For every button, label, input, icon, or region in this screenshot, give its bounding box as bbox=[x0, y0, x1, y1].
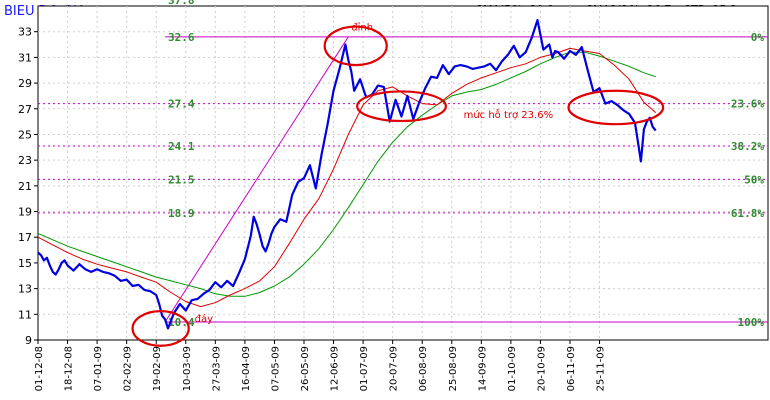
y-tick-label: 33 bbox=[18, 26, 32, 39]
fib-price-label: 24.1 bbox=[168, 140, 195, 153]
x-tick-label: 20-07-09 bbox=[389, 346, 400, 391]
x-tick-label: 25-08-09 bbox=[448, 346, 459, 391]
fib-pct-label: 50% bbox=[744, 173, 764, 186]
fib-trend-line bbox=[164, 36, 349, 323]
y-tick-label: 19 bbox=[18, 206, 32, 219]
y-tick-label: 11 bbox=[18, 308, 32, 321]
x-tick-label: 01-12-08 bbox=[34, 346, 45, 391]
fib-pct-label: 0% bbox=[751, 31, 765, 44]
series-line-stb bbox=[37, 19, 657, 330]
annotation-label: đáy bbox=[195, 313, 213, 325]
fib-pct-label: 100% bbox=[738, 316, 765, 329]
y-tick-label: 25 bbox=[18, 128, 32, 141]
series-line-sma-50- bbox=[37, 51, 656, 297]
y-tick-label: 9 bbox=[25, 334, 32, 347]
ellipse-bottom bbox=[131, 309, 190, 347]
grid bbox=[38, 6, 768, 340]
fib-pct-label: 38.2% bbox=[731, 140, 764, 153]
x-tick-label: 19-02-09 bbox=[152, 346, 163, 391]
fibonacci-levels: 32.6 0% 27.4 23.6% 24.1 38.2% 21.5 50% 18.9 61.8%… bbox=[38, 0, 768, 329]
x-tick-label: 12-06-09 bbox=[330, 346, 341, 391]
x-tick-label: 06-11-09 bbox=[566, 346, 577, 391]
fib-pct-label: 23.6% bbox=[731, 98, 764, 111]
fib-price-label: 21.5 bbox=[168, 173, 195, 186]
fib-pct-label: 61.8% bbox=[731, 207, 764, 220]
y-tick-label: 13 bbox=[18, 283, 32, 296]
x-tick-label: 18-12-08 bbox=[64, 346, 75, 391]
x-tick-label: 07-01-09 bbox=[93, 346, 104, 391]
x-tick-label: 01-07-09 bbox=[359, 346, 370, 391]
x-tick-label: 01-10-09 bbox=[507, 346, 518, 391]
ellipse-peak bbox=[323, 25, 388, 67]
x-tick-label: 16-04-09 bbox=[241, 346, 252, 391]
x-tick-label: 25-11-09 bbox=[596, 346, 607, 391]
x-tick-label: 14-09-09 bbox=[477, 346, 488, 391]
fib-price-label: 27.4 bbox=[168, 98, 195, 111]
y-tick-label: 15 bbox=[18, 257, 32, 270]
x-tick-label: 10-03-09 bbox=[182, 346, 193, 391]
fib-price-label: 32.6 bbox=[168, 31, 195, 44]
fib-price-label: 18.9 bbox=[168, 207, 195, 220]
ellipse-support-mid bbox=[356, 90, 447, 123]
fib-top-partial-label: 37.8 bbox=[168, 0, 195, 7]
y-tick-label: 27 bbox=[18, 103, 32, 116]
y-tick-label: 17 bbox=[18, 231, 32, 244]
series-group bbox=[37, 19, 657, 330]
x-tick-label: 26-05-09 bbox=[300, 346, 311, 391]
y-tick-label: 29 bbox=[18, 77, 32, 90]
y-tick-label: 31 bbox=[18, 51, 32, 64]
annotations: đỉnh đáy mức hỗ trợ 23.6% bbox=[195, 21, 553, 325]
x-tick-label: 07-05-09 bbox=[270, 346, 281, 391]
x-tick-label: 02-02-09 bbox=[123, 346, 134, 391]
axes: 9 11 13 15 17 19 21 23 25 27 29 31 33 01-12-08 18-12-0… bbox=[18, 26, 607, 392]
y-tick-label: 23 bbox=[18, 154, 32, 167]
annotation-ellipses bbox=[131, 25, 665, 347]
annotation-label: mức hỗ trợ 23.6% bbox=[464, 108, 554, 121]
ellipse-support-right bbox=[567, 89, 665, 126]
y-tick-label: 21 bbox=[18, 180, 32, 193]
x-tick-label: 06-08-09 bbox=[418, 346, 429, 391]
x-tick-label: 27-03-09 bbox=[211, 346, 222, 391]
annotation-label: đỉnh bbox=[351, 21, 373, 33]
x-tick-label: 20-10-09 bbox=[536, 346, 547, 391]
